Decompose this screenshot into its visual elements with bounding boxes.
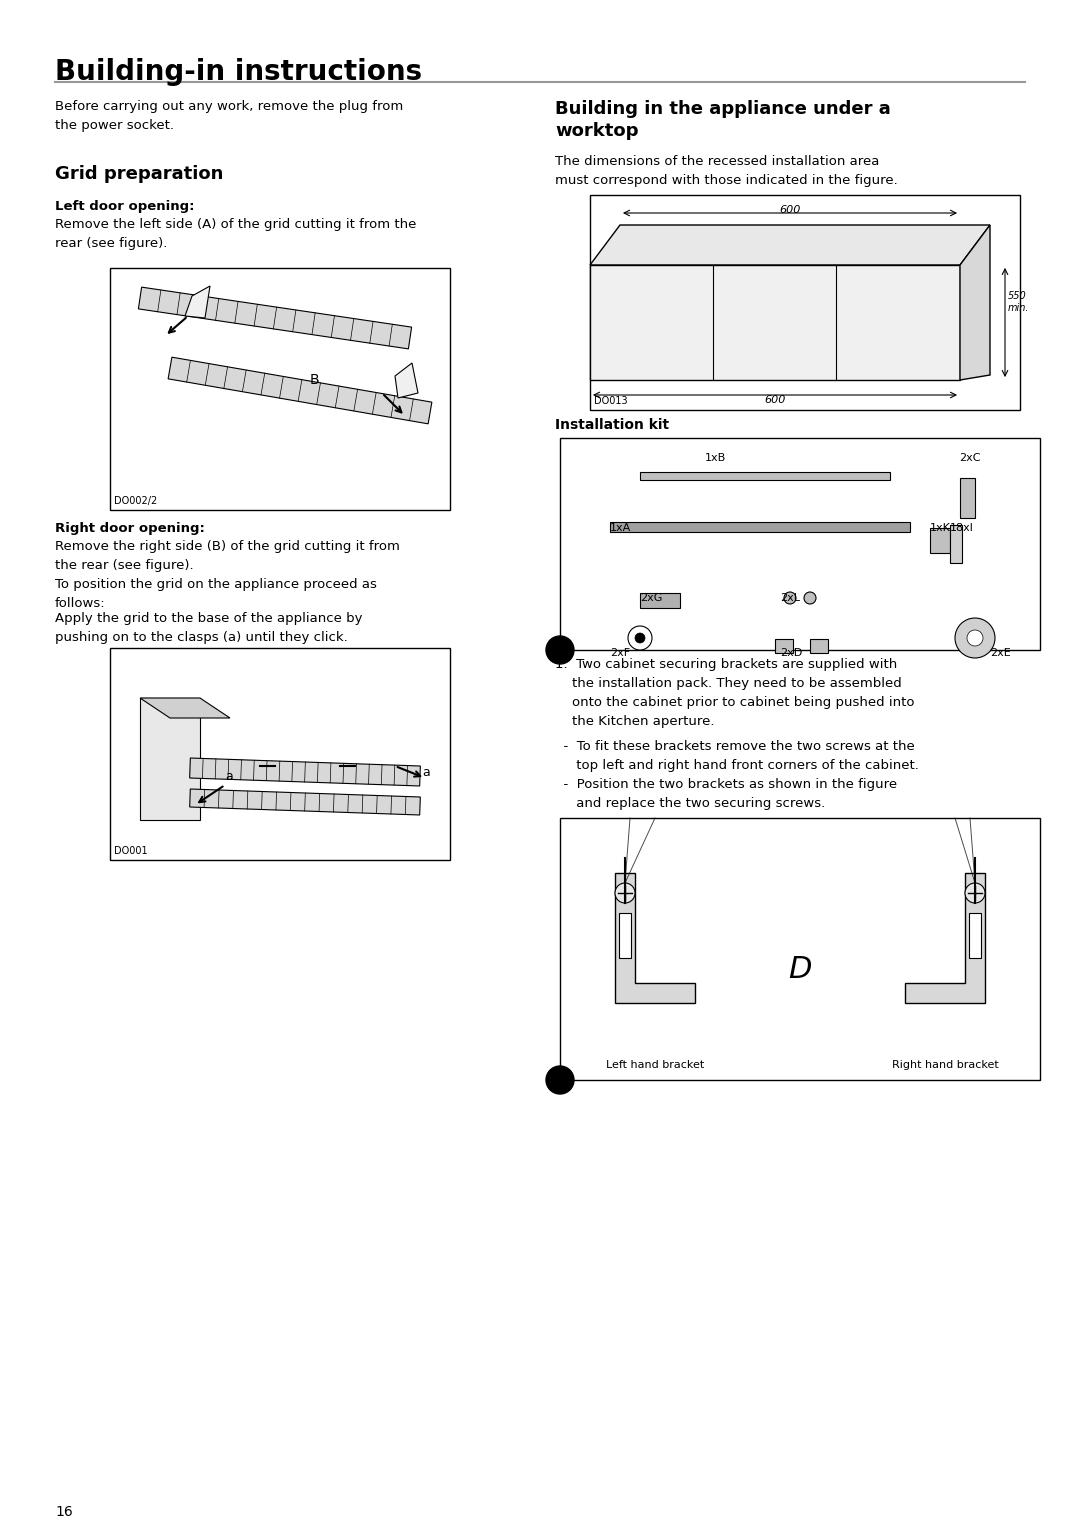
Polygon shape (590, 264, 960, 380)
Text: 16: 16 (55, 1505, 72, 1519)
Bar (561, 438, 1040, 650)
Circle shape (546, 636, 573, 664)
Text: 1xK: 1xK (930, 523, 950, 533)
Bar (610, 523, 910, 532)
Bar (930, 529, 950, 553)
Text: 2: 2 (555, 1073, 565, 1087)
Circle shape (804, 592, 816, 604)
Text: A: A (190, 306, 200, 320)
Bar (640, 593, 680, 609)
Text: Remove the left side (A) of the grid cutting it from the
rear (see figure).: Remove the left side (A) of the grid cut… (55, 218, 417, 251)
Text: 2xE: 2xE (990, 649, 1011, 658)
Text: 550
min.: 550 min. (1008, 290, 1029, 314)
Bar (775, 639, 793, 653)
Polygon shape (140, 698, 200, 821)
Polygon shape (395, 363, 418, 398)
Text: 2xG: 2xG (640, 593, 662, 603)
Text: 2xD: 2xD (780, 649, 802, 658)
Bar (110, 649, 450, 861)
Text: B: B (310, 373, 320, 387)
Text: 2xF: 2xF (610, 649, 630, 658)
Text: Left hand bracket: Left hand bracket (606, 1061, 704, 1070)
Circle shape (615, 882, 635, 904)
Text: 1xB: 1xB (704, 453, 726, 463)
Text: 18xl: 18xl (950, 523, 974, 533)
Polygon shape (590, 224, 990, 264)
Text: -  Position the two brackets as shown in the figure
     and replace the two sec: - Position the two brackets as shown in … (555, 778, 897, 810)
Text: Installation kit: Installation kit (555, 418, 670, 432)
Text: DO013: DO013 (594, 397, 627, 406)
Text: DO001: DO001 (114, 845, 148, 856)
Polygon shape (905, 873, 985, 1004)
Text: 1xA: 1xA (610, 523, 631, 533)
Polygon shape (960, 224, 990, 380)
Polygon shape (140, 698, 230, 718)
Bar (619, 913, 631, 958)
Polygon shape (138, 287, 411, 349)
Text: 2xC: 2xC (959, 453, 981, 463)
Text: a: a (225, 770, 233, 782)
Text: DO002/2: DO002/2 (114, 496, 158, 506)
Bar (969, 913, 981, 958)
Text: Right hand bracket: Right hand bracket (892, 1061, 998, 1070)
Text: 2xL: 2xL (780, 593, 800, 603)
Bar (561, 818, 1040, 1081)
Circle shape (627, 626, 652, 650)
Circle shape (546, 1067, 573, 1094)
Circle shape (784, 592, 796, 604)
Bar (640, 472, 890, 480)
Text: Apply the grid to the base of the appliance by
pushing on to the clasps (a) unti: Apply the grid to the base of the applia… (55, 612, 363, 644)
Polygon shape (190, 758, 420, 785)
Circle shape (967, 630, 983, 646)
Text: 600: 600 (765, 395, 785, 406)
Text: Before carrying out any work, remove the plug from
the power socket.: Before carrying out any work, remove the… (55, 100, 403, 132)
Bar (590, 195, 1020, 410)
Text: Remove the right side (B) of the grid cutting it from
the rear (see figure).: Remove the right side (B) of the grid cu… (55, 539, 400, 572)
Text: Building-in instructions: Building-in instructions (55, 58, 422, 86)
Bar (960, 478, 975, 518)
Circle shape (635, 633, 645, 642)
Text: To position the grid on the appliance proceed as
follows:: To position the grid on the appliance pr… (55, 578, 377, 610)
Circle shape (955, 618, 995, 658)
Polygon shape (190, 788, 420, 815)
Polygon shape (168, 357, 432, 424)
Bar (950, 526, 962, 563)
Circle shape (966, 882, 985, 904)
Polygon shape (185, 286, 210, 318)
Text: Grid preparation: Grid preparation (55, 164, 224, 183)
Text: Right door opening:: Right door opening: (55, 523, 205, 535)
Text: Left door opening:: Left door opening: (55, 200, 194, 214)
Text: a: a (422, 765, 430, 779)
Bar (110, 267, 450, 510)
Text: D: D (788, 954, 812, 984)
Text: The dimensions of the recessed installation area
must correspond with those indi: The dimensions of the recessed installat… (555, 155, 897, 188)
Text: 1.  Two cabinet securing brackets are supplied with
    the installation pack. T: 1. Two cabinet securing brackets are sup… (555, 658, 915, 729)
Text: 1: 1 (555, 644, 565, 656)
Polygon shape (615, 873, 696, 1004)
Text: -  To fit these brackets remove the two screws at the
     top left and right ha: - To fit these brackets remove the two s… (555, 739, 919, 772)
Text: Building in the appliance under a
worktop: Building in the appliance under a workto… (555, 100, 891, 140)
Text: 600: 600 (780, 204, 800, 215)
Bar (810, 639, 828, 653)
